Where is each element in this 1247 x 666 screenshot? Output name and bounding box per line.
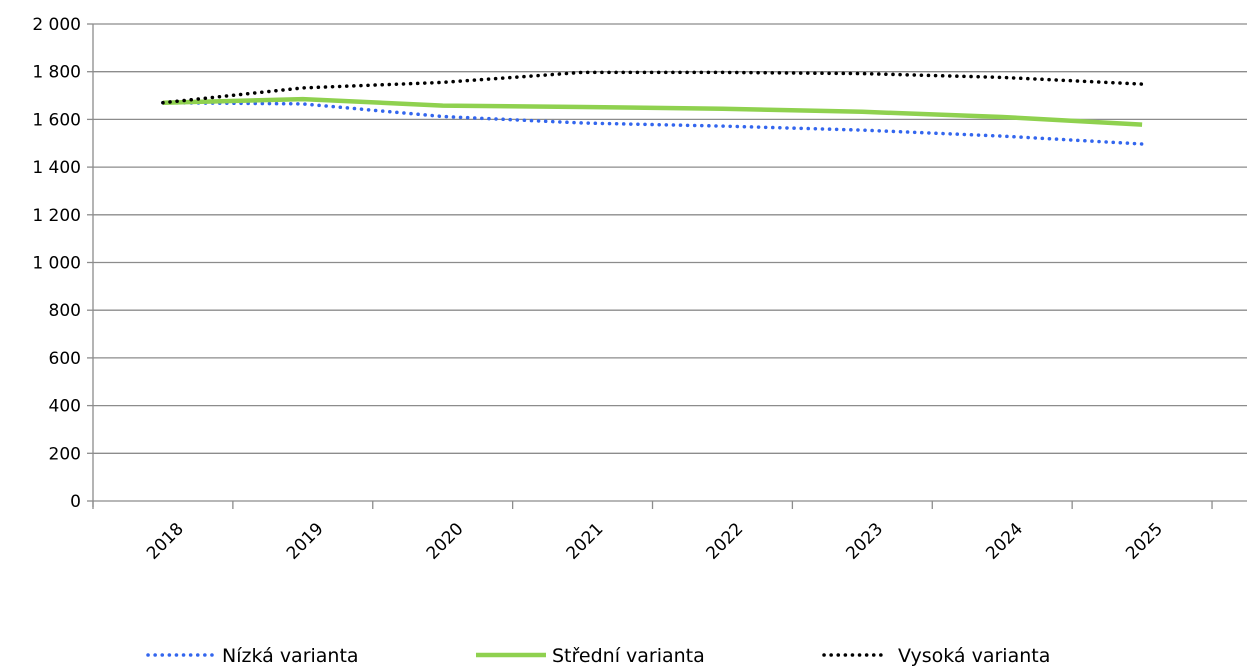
y-tick-label: 0 [70, 492, 81, 512]
x-tick-label: 2019 [283, 519, 328, 564]
y-tick-label: 1 000 [32, 254, 81, 274]
y-tick-label: 400 [49, 397, 81, 417]
x-tick-label: 2025 [1122, 519, 1167, 564]
x-axis: 2018 2019 2020 2021 2022 2023 2024 2025 [92, 24, 1213, 564]
gridlines [93, 23, 1247, 502]
y-tick-label: 200 [49, 444, 81, 464]
legend-label: Vysoká varianta [898, 645, 1050, 666]
y-tick-label: 600 [49, 349, 81, 369]
legend-label: Nízká varianta [222, 645, 359, 666]
y-tick-label: 1 600 [32, 110, 81, 130]
series-line [161, 100, 1144, 146]
y-tick-label: 800 [49, 301, 81, 321]
y-tick-label: 1 400 [32, 158, 81, 178]
y-tick-label: 1 200 [32, 206, 81, 226]
x-tick-label: 2022 [703, 519, 748, 564]
x-tick-label: 2020 [423, 519, 468, 564]
y-tick-label: 2 000 [32, 15, 81, 35]
legend-label: Střední varianta [552, 645, 705, 666]
series-line [162, 96, 1143, 127]
x-tick-label: 2023 [842, 519, 887, 564]
y-tick-label: 1 800 [32, 63, 81, 83]
y-axis-ticks: 0 200 400 600 800 1 000 1 200 1 400 1 600 1 800 2 … [32, 15, 93, 512]
series-line [161, 70, 1144, 105]
series-lines [161, 70, 1144, 146]
legend: Nízká varianta Střední varianta Vysoká var… [146, 645, 1050, 666]
x-tick-label: 2021 [563, 519, 608, 564]
x-tick-label: 2018 [143, 519, 188, 564]
x-tick-label: 2024 [982, 519, 1027, 564]
